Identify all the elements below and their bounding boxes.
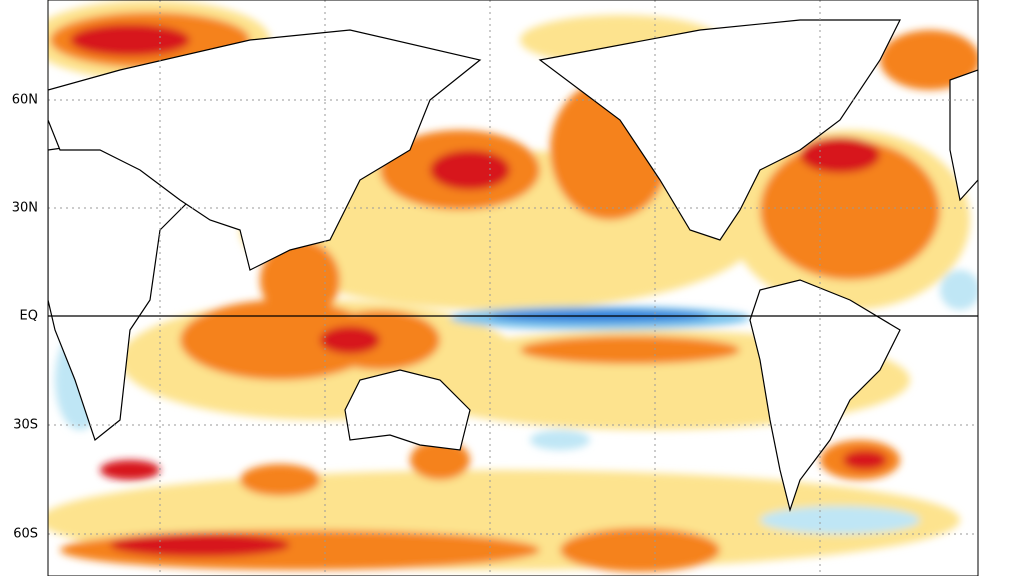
graticule xyxy=(48,0,978,576)
south-america xyxy=(749,279,901,513)
lat-label: 60S xyxy=(13,527,38,542)
europe-east-edge xyxy=(949,69,978,202)
lat-label: 30N xyxy=(12,201,38,216)
continents xyxy=(48,19,978,513)
eurasia xyxy=(48,29,482,271)
lat-label: 60N xyxy=(12,93,38,108)
map-frame xyxy=(47,0,979,576)
lat-label: EQ xyxy=(20,309,38,324)
australia xyxy=(344,369,471,451)
lat-label: 30S xyxy=(13,418,38,433)
map-area xyxy=(48,0,978,576)
anomaly-field xyxy=(48,0,978,572)
north-america xyxy=(538,19,901,241)
